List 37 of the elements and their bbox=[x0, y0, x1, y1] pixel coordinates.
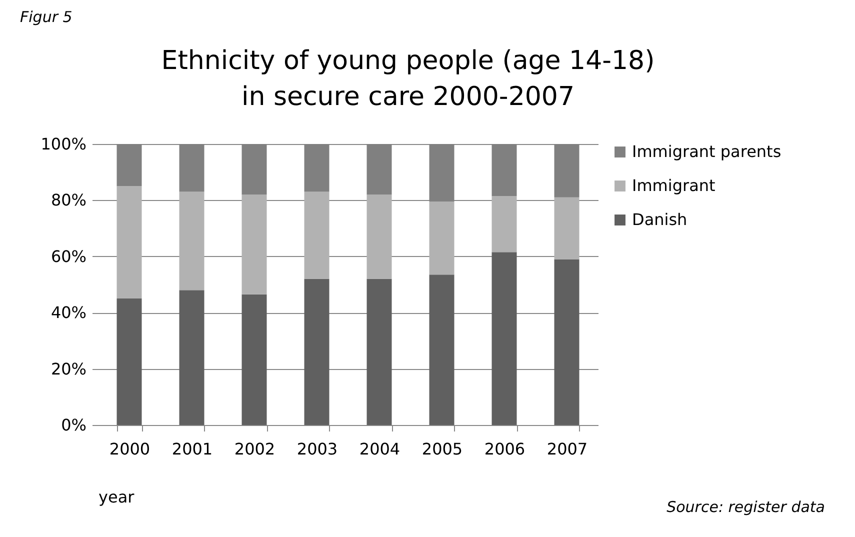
source-note: Source: register data bbox=[666, 498, 825, 516]
legend-label: Danish bbox=[632, 210, 688, 229]
text: Figur 5 bbox=[20, 8, 72, 26]
legend-label: Immigrant parents bbox=[632, 142, 782, 161]
bar bbox=[116, 186, 142, 299]
x-tick-label: 2007 bbox=[546, 440, 588, 458]
bar bbox=[366, 194, 392, 279]
y-tick-label: 20% bbox=[50, 359, 86, 378]
bar bbox=[366, 278, 392, 425]
y-tick-label: 60% bbox=[50, 246, 86, 266]
bar bbox=[242, 194, 267, 294]
y-tick-label: 80% bbox=[50, 190, 86, 210]
x-tick-label: 2001 bbox=[172, 440, 213, 458]
chart-title: Ethnicity of young people (age 14-18) in secure care 2000-2007 bbox=[161, 46, 655, 112]
x-tick-label: 2004 bbox=[359, 440, 400, 458]
x-tick-label: 2002 bbox=[234, 440, 276, 458]
x-axis-title: year bbox=[98, 488, 135, 506]
bar bbox=[242, 294, 267, 425]
bar bbox=[179, 192, 204, 290]
bar bbox=[554, 259, 580, 425]
x-tick-label: 2003 bbox=[296, 440, 338, 458]
bar bbox=[492, 196, 517, 252]
y-tick-label: 100% bbox=[40, 134, 86, 154]
bar bbox=[179, 290, 204, 425]
legend-label: Immigrant bbox=[632, 176, 716, 195]
bar bbox=[116, 298, 142, 425]
y-tick-label: 40% bbox=[50, 303, 86, 322]
x-tick-label: 2005 bbox=[422, 440, 463, 458]
x-tick-label: 2000 bbox=[109, 440, 150, 458]
bar bbox=[492, 252, 517, 425]
bar bbox=[304, 278, 330, 425]
bar bbox=[554, 197, 580, 260]
x-tick-label: 2006 bbox=[484, 440, 526, 458]
bar bbox=[429, 202, 454, 275]
bar bbox=[429, 274, 454, 425]
y-tick-label: 0% bbox=[61, 416, 86, 434]
bar bbox=[304, 192, 330, 279]
